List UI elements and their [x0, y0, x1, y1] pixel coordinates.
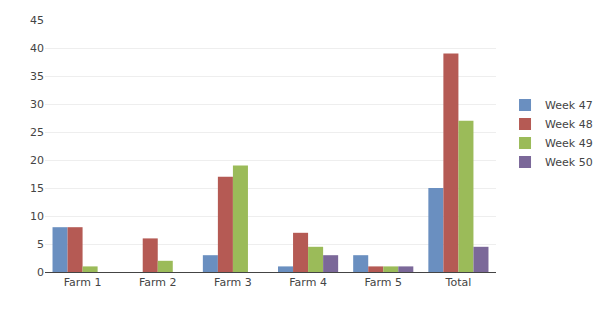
svg-text:Week 49: Week 49	[545, 137, 593, 150]
svg-text:Farm 1: Farm 1	[64, 276, 102, 289]
svg-text:Week 48: Week 48	[545, 118, 593, 131]
svg-text:40: 40	[30, 42, 44, 55]
svg-text:45: 45	[30, 14, 44, 27]
svg-text:Farm 3: Farm 3	[214, 276, 252, 289]
svg-text:5: 5	[37, 238, 44, 251]
svg-text:15: 15	[30, 182, 44, 195]
svg-text:25: 25	[30, 126, 44, 139]
svg-text:20: 20	[30, 154, 44, 167]
svg-text:Week 47: Week 47	[545, 99, 593, 112]
svg-text:Farm 4: Farm 4	[289, 276, 327, 289]
svg-text:Total: Total	[445, 276, 472, 289]
svg-text:30: 30	[30, 98, 44, 111]
svg-text:35: 35	[30, 70, 44, 83]
svg-text:10: 10	[30, 210, 44, 223]
svg-text:Farm 2: Farm 2	[139, 276, 177, 289]
svg-text:Week 50: Week 50	[545, 156, 593, 169]
svg-text:Farm 5: Farm 5	[364, 276, 402, 289]
svg-text:0: 0	[37, 266, 44, 279]
